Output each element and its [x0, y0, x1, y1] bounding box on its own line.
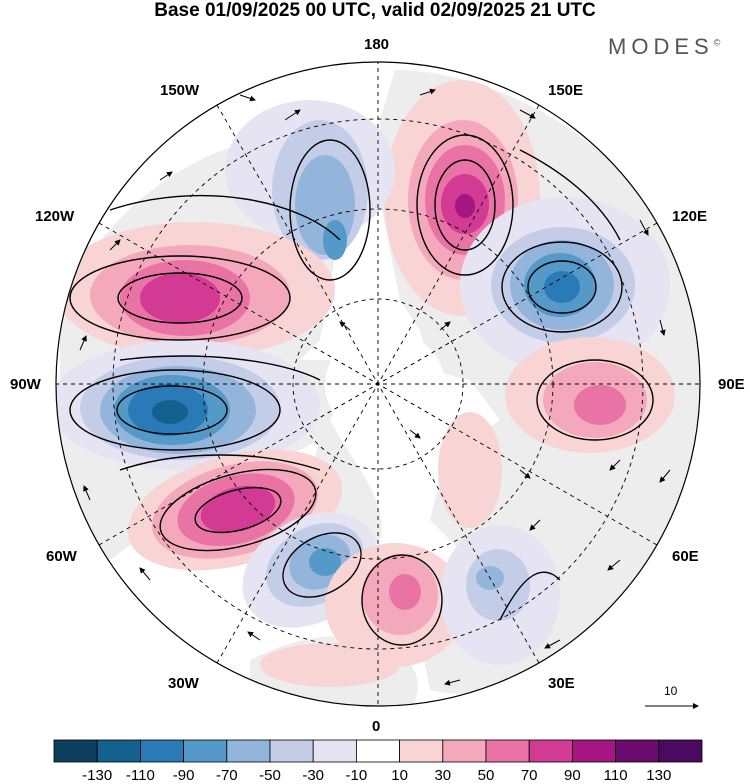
lon-label-60w: 60W [46, 548, 77, 565]
lon-label-60e: 60E [672, 548, 699, 565]
anomaly-negative-120e [460, 197, 670, 373]
lon-label-150e: 150E [548, 82, 584, 99]
colorbar-tick-label: -50 [259, 767, 281, 784]
lon-label-120e: 120E [672, 208, 708, 225]
reference-vector-label: 10 [664, 684, 678, 698]
colorbar-swatch [53, 739, 98, 763]
colorbar-swatch [399, 739, 444, 763]
anomaly-positive-10w [260, 543, 465, 687]
colorbar-swatch [355, 739, 400, 763]
colorbar-swatch [183, 739, 228, 763]
lon-label-90e: 90E [718, 376, 745, 393]
colorbar-swatch [139, 739, 184, 763]
lon-label-180: 180 [364, 36, 390, 53]
colorbar-tick-label: 90 [564, 767, 581, 784]
colorbar-swatch [226, 739, 271, 763]
colorbar-tick-label: -70 [215, 767, 238, 784]
anomaly-positive-90e [505, 337, 675, 453]
colorbar-swatch [528, 739, 573, 763]
colorbar-swatch [269, 739, 314, 763]
lon-label-30w: 30W [168, 675, 199, 692]
graticule [56, 62, 700, 706]
colorbar [53, 739, 703, 763]
colorbar-swatch [312, 739, 357, 763]
anomaly-positive-120w [56, 222, 335, 358]
lon-label-150w: 150W [160, 82, 200, 99]
lon-label-120w: 120W [35, 208, 75, 225]
colorbar-tick-label: 70 [520, 767, 538, 784]
colorbar-swatch [658, 739, 703, 763]
anomaly-positive-50e [438, 412, 502, 528]
anomaly-negative-160w [225, 100, 395, 260]
colorbar-tick-label: 130 [646, 767, 672, 784]
map-boundary [55, 61, 701, 707]
colorbar-swatch [615, 739, 660, 763]
colorbar-swatch [485, 739, 530, 763]
colorbar-tick-label: -110 [125, 767, 155, 784]
lon-label-0: 0 [372, 718, 381, 735]
colorbar-tick-label: -130 [82, 767, 113, 784]
colorbar-swatch [572, 739, 617, 763]
lon-label-30e: 30E [548, 675, 575, 692]
wind-vectors [79, 88, 671, 686]
modes-logo: MODES© [608, 34, 726, 59]
chart-title: Base 01/09/2025 00 UTC, valid 02/09/2025… [154, 0, 596, 21]
lon-label-90w: 90W [10, 376, 41, 393]
pole-region [325, 330, 445, 440]
anomaly-negative-30e [440, 525, 560, 665]
colorbar-swatch [96, 739, 141, 763]
colorbar-swatch [442, 739, 487, 763]
map-field [56, 62, 700, 706]
colorbar-tick-label: 10 [391, 767, 408, 784]
colorbar-tick-label: 30 [434, 767, 452, 784]
colorbar-tick-label: -90 [172, 767, 195, 784]
colorbar-tick-label: -30 [302, 767, 325, 784]
colorbar-tick-label: 110 [603, 767, 628, 784]
colorbar-tick-label: -10 [345, 767, 368, 784]
colorbar-tick-label: 50 [477, 767, 495, 784]
streamlines [69, 134, 654, 646]
